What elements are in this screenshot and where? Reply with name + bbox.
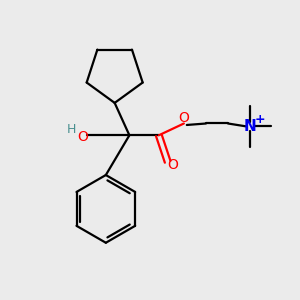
Text: H: H (67, 123, 76, 136)
Text: N: N (244, 119, 256, 134)
Text: O: O (78, 130, 88, 144)
Text: +: + (254, 112, 265, 126)
Text: O: O (178, 111, 189, 125)
Text: O: O (167, 158, 178, 172)
